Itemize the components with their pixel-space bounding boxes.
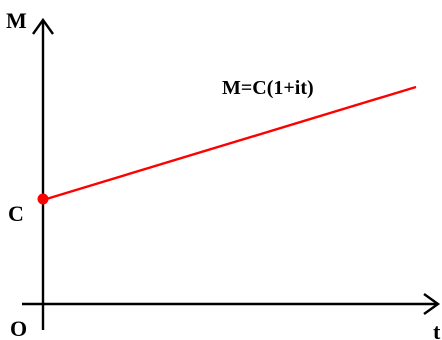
- y-axis-label: M: [6, 8, 27, 33]
- intercept-point: [37, 193, 49, 205]
- equation-label: M=C(1+it): [222, 77, 314, 99]
- intercept-label: C: [8, 201, 24, 226]
- x-axis-label: t: [433, 319, 441, 340]
- y-axis-arrowhead: [32, 17, 54, 35]
- growth-line: [42, 85, 417, 202]
- x-axis-arrowhead: [423, 293, 441, 315]
- origin-label: O: [10, 316, 27, 340]
